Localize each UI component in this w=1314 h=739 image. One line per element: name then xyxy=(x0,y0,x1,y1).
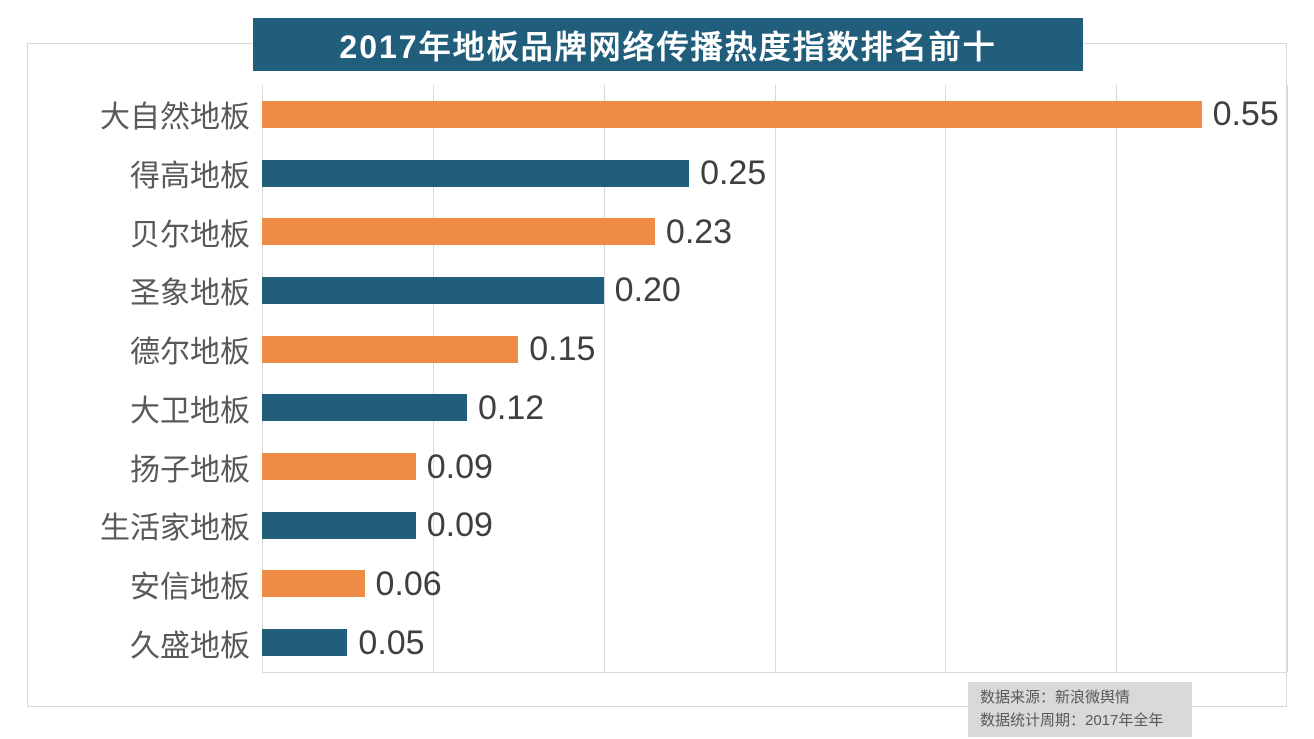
data-source-line: 数据来源：新浪微舆情 xyxy=(980,689,1131,706)
category-label: 德尔地板 xyxy=(130,336,250,370)
gridline xyxy=(945,85,947,672)
gridline xyxy=(774,85,776,672)
value-label: 0.06 xyxy=(375,564,442,603)
bar-row: 0.55 xyxy=(262,85,1287,144)
value-label: 0.05 xyxy=(358,623,425,662)
category-label: 生活家地板 xyxy=(100,512,250,546)
bar xyxy=(262,335,519,363)
category-label: 大自然地板 xyxy=(100,101,250,135)
bar-row: 0.09 xyxy=(262,437,1287,496)
bar xyxy=(262,570,365,598)
value-label: 0.15 xyxy=(529,330,596,369)
bar-row: 0.06 xyxy=(262,555,1287,614)
category-label: 安信地板 xyxy=(130,570,250,604)
gridline xyxy=(1287,85,1288,672)
bar xyxy=(262,159,690,187)
chart-frame xyxy=(27,43,1287,707)
data-source-note: 数据来源：新浪微舆情 数据统计周期：2017年全年 xyxy=(968,682,1192,737)
value-label: 0.09 xyxy=(426,506,493,545)
value-label: 0.23 xyxy=(665,212,733,251)
data-period-line: 数据统计周期：2017年全年 xyxy=(980,712,1164,729)
bar-row: 0.25 xyxy=(262,144,1287,203)
category-label: 贝尔地板 xyxy=(130,218,250,252)
bar xyxy=(262,629,348,657)
gridline xyxy=(1116,85,1118,672)
bar xyxy=(262,511,416,539)
gridline xyxy=(262,85,263,672)
category-label: 扬子地板 xyxy=(130,453,250,487)
category-label: 得高地板 xyxy=(130,160,250,194)
category-label: 久盛地板 xyxy=(130,629,250,663)
bar-row: 0.09 xyxy=(262,496,1287,555)
bar xyxy=(262,394,467,422)
category-label: 圣象地板 xyxy=(130,277,250,311)
gridline xyxy=(432,85,434,672)
gridline xyxy=(603,85,605,672)
bar xyxy=(262,453,416,481)
bar xyxy=(262,218,655,246)
bar-row: 0.05 xyxy=(262,613,1287,672)
value-label: 0.09 xyxy=(426,447,493,486)
value-label: 0.20 xyxy=(614,271,681,310)
bar-row: 0.23 xyxy=(262,202,1287,261)
chart-title: 2017年地板品牌网络传播热度指数排名前十 xyxy=(253,18,1083,71)
bar-row: 0.15 xyxy=(262,320,1287,379)
category-axis: 大自然地板得高地板贝尔地板圣象地板德尔地板大卫地板扬子地板生活家地板安信地板久盛… xyxy=(27,85,250,672)
category-label: 大卫地板 xyxy=(130,394,250,428)
bar xyxy=(262,100,1202,128)
value-label: 0.55 xyxy=(1212,95,1279,134)
value-label: 0.25 xyxy=(700,154,767,193)
value-label: 0.12 xyxy=(478,388,545,427)
bar xyxy=(262,276,604,304)
bar-row: 0.20 xyxy=(262,261,1287,320)
plot-area: 0.55 0.25 0.23 0.20 0.15 0.12 0.09 0.09 0.06 0.05 xyxy=(262,85,1288,673)
bar-row: 0.12 xyxy=(262,379,1287,438)
